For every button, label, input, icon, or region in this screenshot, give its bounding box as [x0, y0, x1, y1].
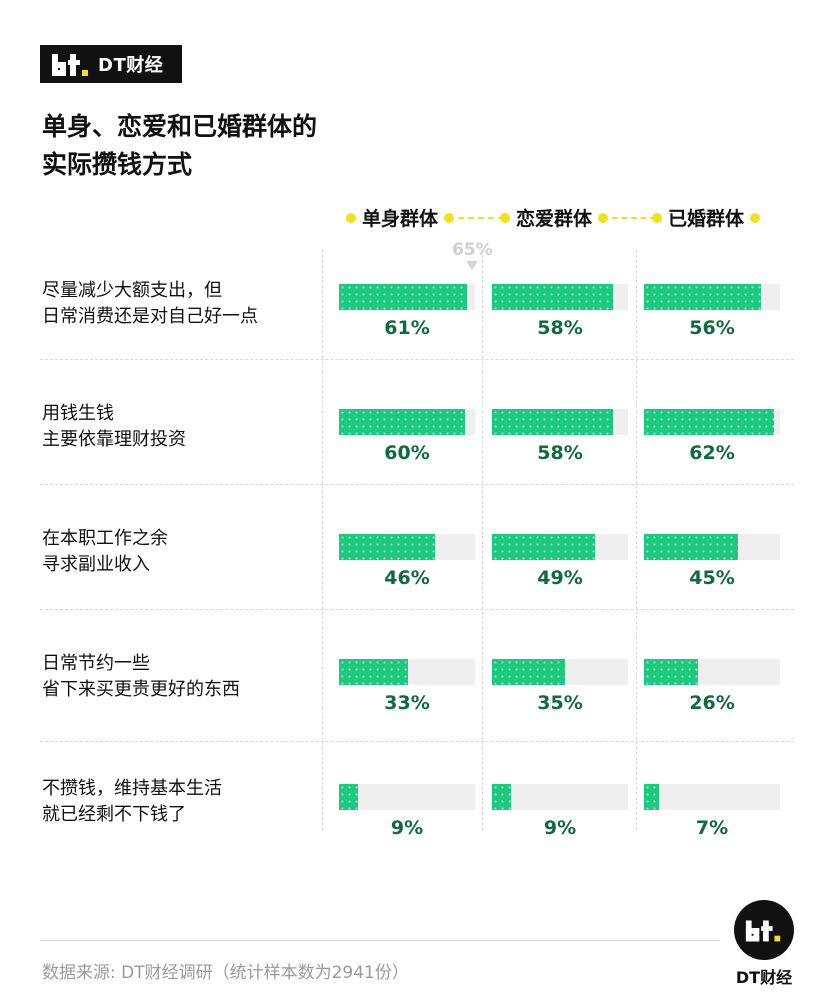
bar-value-label: 45% [689, 567, 735, 589]
bar-track [339, 284, 475, 310]
bar-track [644, 409, 780, 435]
bar-track [339, 409, 475, 435]
bar-value-label: 9% [543, 817, 577, 839]
bar [339, 784, 358, 810]
row-label-line: 就已经剩不下钱了 [42, 804, 186, 825]
bar [644, 284, 762, 310]
brand-name: DT财经 [98, 55, 164, 76]
bar [492, 659, 566, 685]
bar-value-label: 46% [384, 567, 430, 589]
bar-track [339, 534, 475, 560]
logo-text: DT财经 [735, 968, 793, 987]
bar [492, 534, 595, 560]
legend-item-married: 已婚群体 [652, 204, 761, 231]
row-divider [40, 484, 794, 485]
row-label-line: 日常节约一些 [42, 653, 150, 674]
legend-dot [598, 212, 609, 223]
bar-value-label: 33% [384, 692, 430, 714]
bar-value-label: 61% [384, 317, 430, 339]
bar-track [492, 659, 628, 685]
legend-dot [750, 212, 761, 223]
row-label-save-daily: 日常节约一些 省下来买更贵更好的东西 [42, 651, 240, 703]
bar-value-label: 9% [390, 817, 424, 839]
scale-max-marker: 65% [452, 240, 493, 270]
row-label-line: 尽量减少大额支出，但 [42, 280, 222, 301]
legend-label: 恋爱群体 [516, 208, 593, 230]
bar [339, 409, 465, 435]
brand-header: DT财经 [40, 45, 182, 83]
bar-value-label: 60% [384, 442, 430, 464]
row-label-line: 寻求副业收入 [42, 554, 150, 575]
row-label-side-income: 在本职工作之余 寻求副业收入 [42, 526, 168, 578]
legend-dot [500, 212, 510, 223]
triangle-down-icon [466, 261, 478, 270]
bar [339, 659, 409, 685]
row-divider [40, 359, 794, 360]
row-label-line: 省下来买更贵更好的东西 [42, 679, 240, 700]
row-label-line: 日常消费还是对自己好一点 [42, 306, 258, 327]
column-divider [636, 250, 637, 830]
scale-max-label: 65% [452, 240, 493, 260]
legend-dot [346, 212, 356, 223]
bar [492, 784, 511, 810]
bar-track [644, 784, 780, 810]
legend-item-single: 单身群体 [346, 204, 455, 231]
bar [644, 409, 774, 435]
legend-connector [458, 217, 504, 219]
bar [492, 409, 614, 435]
bar-track [644, 284, 780, 310]
legend: 单身群体 恋爱群体 已婚群体 [340, 204, 780, 232]
row-label-cut-spending: 尽量减少大额支出，但 日常消费还是对自己好一点 [42, 278, 258, 330]
bar-value-label: 62% [689, 442, 735, 464]
bar-track [339, 659, 475, 685]
row-divider [40, 741, 794, 742]
bar-value-label: 26% [689, 692, 735, 714]
row-label-investing: 用钱生钱 主要依靠理财投资 [42, 401, 186, 453]
bar-track [339, 784, 475, 810]
bar-value-label: 58% [537, 317, 583, 339]
dt-logo-badge [734, 900, 794, 960]
row-divider [40, 609, 794, 610]
column-divider [322, 250, 323, 830]
data-source: 数据来源: DT财经调研（统计样本数为2941份） [42, 963, 409, 983]
column-divider [482, 250, 483, 830]
bar [644, 784, 659, 810]
legend-label: 单身群体 [362, 208, 439, 230]
bar-value-label: 56% [689, 317, 735, 339]
bar-track [492, 534, 628, 560]
legend-label: 已婚群体 [668, 208, 745, 230]
bar [339, 534, 436, 560]
chart-title: 单身、恋爱和已婚群体的 实际攒钱方式 [42, 108, 317, 184]
bar [644, 534, 739, 560]
bar-value-label: 7% [695, 817, 729, 839]
bar-track [644, 534, 780, 560]
bar-value-label: 49% [537, 567, 583, 589]
dt-logo-icon [745, 920, 781, 942]
bar [644, 659, 699, 685]
bar-track [492, 784, 628, 810]
chart-title-line2: 实际攒钱方式 [42, 150, 193, 179]
bar-track [492, 284, 628, 310]
row-label-line: 不攒钱，维持基本生活 [42, 778, 222, 799]
row-label-line: 主要依靠理财投资 [42, 429, 186, 450]
legend-dot [444, 212, 455, 223]
bar-track [492, 409, 628, 435]
legend-item-dating: 恋爱群体 [500, 204, 609, 231]
row-label-no-saving: 不攒钱，维持基本生活 就已经剩不下钱了 [42, 776, 222, 828]
footer-divider [40, 940, 720, 941]
chart-title-line1: 单身、恋爱和已婚群体的 [42, 112, 318, 141]
bar [339, 284, 467, 310]
bar-value-label: 35% [537, 692, 583, 714]
row-label-line: 在本职工作之余 [42, 528, 168, 549]
bar [492, 284, 614, 310]
bar-track [644, 659, 780, 685]
dt-logo-icon [52, 54, 88, 76]
bar-value-label: 58% [537, 442, 583, 464]
legend-dot [652, 212, 662, 223]
row-label-line: 用钱生钱 [42, 403, 114, 424]
legend-connector [612, 217, 656, 219]
